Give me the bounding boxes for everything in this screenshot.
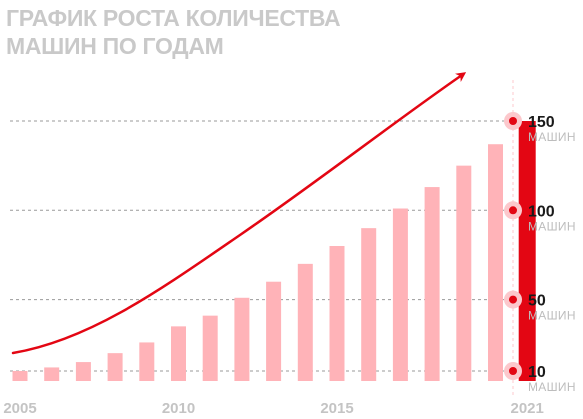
x-tick-label-2005: 2005 [3, 400, 36, 417]
tick-marker-dot-150 [509, 117, 517, 125]
y-tick-unit-100: МАШИН [528, 219, 576, 233]
y-tick-unit-50: МАШИН [528, 309, 576, 323]
tick-marker-dot-50 [509, 295, 517, 304]
bar-2019 [456, 165, 472, 381]
y-tick-label-50: 50 [528, 293, 546, 310]
bar-2015 [329, 246, 345, 381]
bar-2020 [488, 144, 503, 381]
y-tick-unit-150: МАШИН [528, 130, 576, 144]
x-tick-label-2021: 2021 [511, 400, 544, 417]
y-tick-label-100: 100 [528, 203, 555, 220]
bar-2010 [171, 326, 186, 381]
bar-2007 [75, 362, 91, 381]
bar-2018 [424, 187, 440, 381]
chart-title-line-1: ГРАФИК РОСТА КОЛИЧЕСТВА [6, 5, 341, 31]
tick-marker-dot-100 [509, 206, 517, 215]
x-tick-label-2015: 2015 [320, 400, 353, 417]
bar-2017 [392, 208, 408, 381]
bar-2008 [107, 353, 123, 381]
bar-2016 [361, 228, 377, 381]
chart-title: ГРАФИК РОСТА КОЛИЧЕСТВА МАШИН ПО ГОДАМ [6, 4, 341, 60]
bar-2006 [44, 367, 60, 381]
bar-2005 [12, 371, 28, 381]
x-tick-label-2010: 2010 [162, 400, 195, 417]
y-tick-unit-10: МАШИН [528, 380, 576, 394]
bar-2011 [202, 315, 218, 381]
trend-arrow [11, 72, 467, 355]
bar-2014 [297, 263, 313, 381]
y-tick-label-10: 10 [528, 364, 546, 381]
bar-2012 [234, 297, 250, 381]
y-tick-label-150: 150 [528, 114, 555, 131]
bar-2009 [139, 342, 155, 381]
bar-2021 [518, 121, 536, 381]
chart-title-line-2: МАШИН ПО ГОДАМ [6, 33, 224, 59]
bar-2013 [266, 281, 282, 381]
tick-marker-dot-10 [509, 367, 517, 375]
